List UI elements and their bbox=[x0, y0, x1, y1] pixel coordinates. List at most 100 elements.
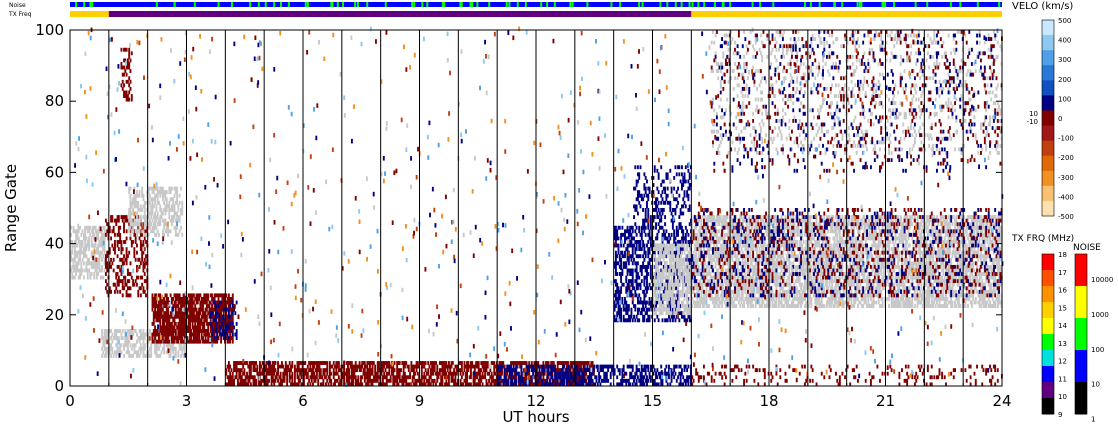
scatter-cell bbox=[617, 307, 620, 312]
scatter-cell bbox=[401, 382, 404, 387]
scatter-cell bbox=[243, 382, 246, 387]
scatter-cell bbox=[154, 329, 157, 333]
scatter-cell bbox=[176, 232, 179, 237]
scatter-cell bbox=[679, 371, 682, 376]
scatter-cell bbox=[653, 250, 656, 255]
scatter-cell bbox=[156, 332, 159, 337]
scatter-cell bbox=[124, 257, 127, 262]
scatter-cell bbox=[647, 232, 650, 237]
scatter-cell bbox=[151, 300, 154, 305]
scatter-cell bbox=[271, 361, 274, 365]
scatter-cell bbox=[560, 378, 563, 383]
scatter-cell bbox=[158, 314, 160, 319]
scatter-cell bbox=[688, 183, 691, 187]
scatter-cell bbox=[147, 332, 150, 337]
scatter-cell bbox=[114, 332, 116, 337]
scatter-cell bbox=[130, 243, 133, 248]
scatter-cell bbox=[95, 275, 98, 280]
scatter-cell bbox=[449, 368, 452, 373]
scatter-cell bbox=[378, 375, 380, 380]
scatter-cell bbox=[129, 208, 132, 212]
scatter-cell bbox=[145, 279, 147, 284]
scatter-cell bbox=[525, 375, 528, 380]
scatter-cell bbox=[332, 361, 335, 365]
scatter-cell bbox=[583, 364, 586, 369]
scatter-cell bbox=[156, 314, 159, 319]
scatter-cell bbox=[141, 186, 144, 191]
scatter-cell bbox=[271, 371, 274, 376]
scatter-cell bbox=[82, 250, 85, 255]
scatter-cell bbox=[103, 343, 106, 348]
scatter-cell bbox=[647, 193, 650, 198]
scatter-cell bbox=[466, 378, 468, 383]
scatter-cell bbox=[506, 371, 509, 376]
scatter-cell bbox=[498, 361, 501, 365]
scatter-cell bbox=[515, 371, 518, 376]
scatter-cell bbox=[182, 318, 185, 323]
scatter-cell bbox=[159, 307, 162, 312]
scatter-cell bbox=[129, 236, 132, 241]
scatter-cell bbox=[485, 361, 488, 365]
scatter-cell bbox=[665, 286, 668, 291]
scatter-cell bbox=[427, 368, 430, 373]
scatter-cell bbox=[97, 236, 100, 241]
scatter-cell bbox=[556, 375, 559, 380]
scatter-cell bbox=[181, 339, 184, 344]
scatter-cell bbox=[367, 368, 370, 373]
scatter-cell bbox=[633, 236, 635, 241]
scatter-cell bbox=[678, 240, 681, 244]
scatter-cell bbox=[119, 343, 122, 348]
scatter-cell bbox=[652, 275, 655, 280]
scatter-cell bbox=[680, 264, 683, 269]
scatter-cell bbox=[607, 368, 610, 373]
scatter-cell bbox=[145, 261, 147, 266]
scatter-cell bbox=[159, 332, 162, 337]
scatter-cell bbox=[497, 371, 500, 376]
scatter-cell bbox=[97, 247, 100, 252]
scatter-cell bbox=[120, 247, 123, 252]
scatter-cell bbox=[151, 211, 154, 216]
scatter-cell bbox=[669, 282, 672, 287]
scatter-cell bbox=[286, 382, 289, 387]
scatter-cell bbox=[677, 264, 679, 269]
scatter-cell bbox=[664, 297, 667, 301]
scatter-cell bbox=[350, 378, 353, 383]
scatter-cell bbox=[98, 250, 101, 255]
scatter-cell bbox=[669, 304, 672, 308]
scatter-cell bbox=[362, 371, 365, 376]
scatter-cell bbox=[392, 371, 395, 376]
scatter-cell bbox=[177, 307, 180, 312]
noise-bar-tick bbox=[413, 2, 416, 7]
scatter-cell bbox=[143, 229, 146, 234]
scatter-cell bbox=[583, 371, 586, 376]
scatter-cell bbox=[644, 311, 647, 316]
scatter-cell bbox=[437, 375, 440, 380]
scatter-cell bbox=[104, 218, 107, 223]
scatter-cell bbox=[172, 208, 175, 212]
scatter-cell bbox=[265, 361, 268, 365]
scatter-cell bbox=[104, 332, 107, 337]
scatter-cell bbox=[576, 382, 579, 387]
scatter-cell bbox=[532, 382, 535, 387]
scatter-cell bbox=[358, 368, 361, 373]
scatter-cell bbox=[348, 368, 351, 373]
scatter-cell bbox=[378, 364, 380, 369]
scatter-cell bbox=[165, 300, 168, 305]
scatter-cell bbox=[670, 268, 673, 273]
scatter-cell bbox=[120, 264, 123, 269]
scatter-cell bbox=[678, 261, 681, 266]
scatter-cell bbox=[661, 318, 664, 323]
scatter-cell bbox=[111, 215, 114, 219]
scatter-cell bbox=[328, 378, 331, 383]
scatter-cell bbox=[378, 382, 380, 387]
scatter-cell bbox=[631, 286, 634, 291]
scatter-cell bbox=[120, 279, 123, 284]
scatter-cell bbox=[253, 378, 256, 383]
scatter-cell bbox=[635, 282, 638, 287]
scatter-cell bbox=[190, 329, 193, 333]
scatter-cell bbox=[665, 293, 668, 298]
scatter-cell bbox=[677, 311, 679, 316]
scatter-cell bbox=[86, 243, 89, 248]
scatter-cell bbox=[226, 329, 229, 333]
scatter-cell bbox=[686, 229, 689, 234]
